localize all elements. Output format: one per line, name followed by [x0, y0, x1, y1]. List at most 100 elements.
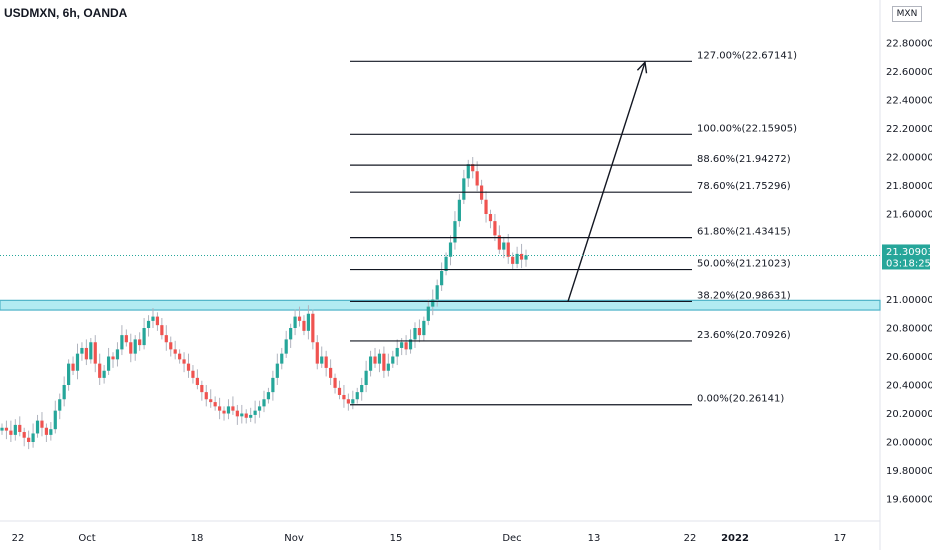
candle	[519, 243, 524, 269]
y-tick-label: 22.20000	[886, 124, 932, 135]
fib-level[interactable]: 88.60%(21.94272)	[350, 154, 791, 166]
currency-badge[interactable]: MXN	[892, 6, 922, 22]
fib-level[interactable]: 23.60%(20.70926)	[350, 330, 791, 342]
y-tick-label: 20.80000	[886, 324, 932, 335]
candle	[98, 353, 102, 385]
y-tick-label: 21.80000	[886, 181, 932, 192]
candle	[164, 325, 168, 351]
candle	[426, 299, 430, 326]
candle	[337, 380, 342, 400]
candle	[475, 161, 479, 192]
candle	[435, 279, 439, 307]
candle	[102, 365, 106, 384]
y-tick-label: 20.40000	[886, 381, 932, 392]
x-tick-label: 13	[588, 533, 601, 544]
time-axis[interactable]: 22 Oct 18 Nov 15 Dec 13 22 2022 17	[12, 533, 847, 544]
candle	[386, 353, 390, 377]
candle	[311, 309, 315, 350]
candle	[13, 419, 17, 441]
candle	[444, 252, 448, 276]
candle	[408, 329, 413, 354]
y-tick-label: 22.60000	[886, 67, 932, 78]
candle	[488, 209, 493, 229]
x-tick-label: Oct	[78, 533, 95, 544]
fib-level[interactable]: 78.60%(21.75296)	[350, 181, 791, 193]
last-price-value: 21.30903	[886, 247, 932, 258]
candle	[333, 373, 337, 394]
fib-level[interactable]: 38.20%(20.98631)	[350, 290, 791, 303]
candle	[506, 233, 510, 264]
candle	[404, 335, 408, 356]
candle	[240, 404, 244, 424]
candle	[466, 159, 470, 187]
y-tick-label: 19.60000	[886, 495, 932, 506]
x-tick-label: 17	[834, 533, 847, 544]
candle	[67, 359, 71, 391]
candle	[151, 308, 155, 328]
fib-level[interactable]: 127.00%(22.67141)	[350, 50, 797, 62]
candle	[457, 194, 461, 227]
candle	[146, 315, 151, 337]
fib-level[interactable]: 61.80%(21.43415)	[350, 227, 791, 239]
candle	[453, 211, 457, 250]
candle	[377, 349, 382, 373]
candle	[195, 369, 199, 390]
candle	[360, 377, 364, 401]
candle	[462, 169, 466, 205]
candle	[71, 356, 75, 376]
fib-label: 23.60%(20.70926)	[697, 330, 791, 341]
arrow-shaft[interactable]	[567, 62, 646, 302]
candle	[22, 427, 26, 447]
x-tick-label: 15	[390, 533, 403, 544]
candle	[329, 359, 333, 385]
candle	[124, 329, 128, 347]
candle	[417, 319, 422, 343]
candle	[217, 397, 222, 420]
candle	[93, 335, 97, 373]
candle	[18, 416, 22, 437]
candle	[471, 157, 475, 179]
candle	[138, 332, 142, 351]
candle	[306, 305, 311, 340]
candle	[80, 342, 84, 361]
candle	[58, 393, 62, 420]
price-axis[interactable]: 19.60000 19.80000 20.00000 20.20000 20.40000…	[886, 39, 932, 506]
y-tick-label: 22.80000	[886, 39, 932, 50]
arrow-head	[636, 60, 648, 74]
candle	[511, 252, 515, 270]
fib-level[interactable]: 100.00%(22.15905)	[350, 123, 797, 135]
candle	[524, 249, 528, 267]
candle	[235, 404, 239, 425]
candle	[422, 316, 426, 341]
fib-label: 50.00%(21.21023)	[697, 259, 791, 270]
fib-level[interactable]: 0.00%(20.26141)	[350, 394, 784, 406]
fib-level[interactable]: 50.00%(21.21023)	[350, 259, 791, 271]
candle	[120, 325, 124, 356]
x-tick-label: 18	[191, 533, 204, 544]
candle	[342, 385, 346, 408]
candle	[133, 335, 137, 361]
candle	[31, 423, 35, 448]
fib-extension-levels[interactable]: 127.00%(22.67141) 100.00%(22.15905) 88.60%…	[350, 50, 797, 406]
fib-label: 38.20%(20.98631)	[697, 290, 791, 301]
candle	[35, 414, 40, 438]
candle	[191, 365, 195, 384]
candle	[40, 412, 44, 437]
candle	[289, 323, 293, 348]
projection-arrow[interactable]	[567, 60, 648, 302]
candle	[271, 370, 275, 401]
y-tick-label: 22.00000	[886, 153, 932, 164]
support-band	[0, 299, 881, 311]
candle	[204, 385, 208, 407]
candle	[262, 390, 266, 413]
fib-label: 0.00%(20.26141)	[697, 394, 784, 405]
candle	[346, 393, 350, 411]
candle	[173, 340, 177, 360]
bar-countdown: 03:18:25	[886, 258, 931, 269]
fib-label: 61.80%(21.43415)	[697, 227, 791, 238]
candle	[253, 400, 257, 424]
candle	[182, 352, 186, 373]
candle	[413, 322, 417, 348]
y-tick-label: 21.00000	[886, 295, 932, 306]
